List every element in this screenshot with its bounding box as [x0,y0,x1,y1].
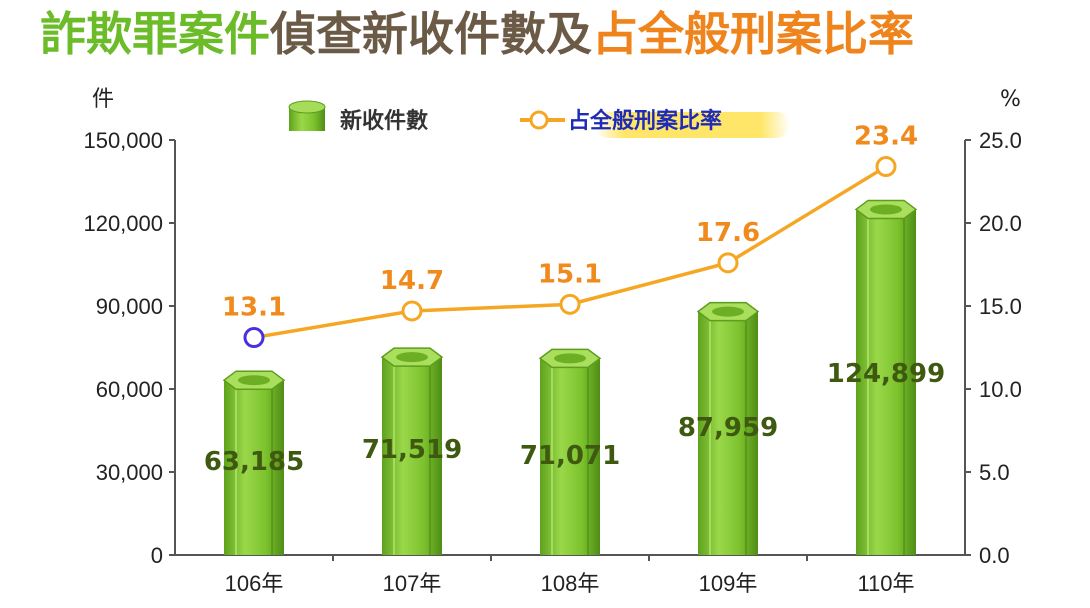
rate-value-label: 17.6 [696,218,760,248]
left-tick-label: 120,000 [83,211,163,236]
rate-point [875,156,897,178]
right-tick-label: 5.0 [979,460,1010,485]
right-tick-label: 0.0 [979,543,1010,568]
legend-bar-swatch [288,100,326,131]
rate-point [717,252,739,274]
rate-point [243,327,265,349]
bar-value-label: 71,519 [362,435,462,465]
x-tick-label: 109年 [699,571,758,596]
right-tick-label: 25.0 [979,128,1022,153]
bar [222,370,286,555]
right-tick-label: 20.0 [979,211,1022,236]
right-axis-unit: % [1000,87,1021,112]
left-tick-label: 30,000 [96,460,163,485]
x-tick-label: 106年 [225,571,284,596]
bar-value-label: 124,899 [827,359,945,389]
bar [538,348,602,555]
title-part-3: 占全般刑案比率 [592,7,914,61]
right-tick-label: 15.0 [979,294,1022,319]
rate-point [401,300,423,322]
x-tick-label: 108年 [541,571,600,596]
bar-value-label: 71,071 [520,441,620,471]
bar-value-label: 63,185 [204,447,304,477]
bar [696,301,760,555]
title-part-2: 偵查新收件數及 [269,7,592,61]
right-tick-label: 10.0 [979,377,1022,402]
left-tick-label: 150,000 [83,128,163,153]
legend: 新收件數 占全般刑案比率 [288,100,790,138]
bar-series [222,199,918,555]
rate-value-label: 23.4 [854,122,918,152]
data-labels: 63,185 71,519 71,071 87,959 124,899 13.1 14.7 1… [204,122,945,477]
rate-value-label: 14.7 [380,266,444,296]
legend-bar-label: 新收件數 [340,108,428,134]
x-axis-ticks: 106年 107年 108年 109年 110年 [225,555,915,596]
rate-value-label: 15.1 [538,259,602,289]
left-axis-unit: 件 [92,87,114,112]
bar [854,199,918,555]
rate-series [243,156,897,349]
rate-value-label: 13.1 [222,293,286,323]
chart-title: 詐欺罪案件偵查新收件數及占全般刑案比率 [40,7,914,61]
bar-value-label: 87,959 [678,413,778,443]
x-tick-label: 107年 [383,571,442,596]
right-axis-ticks: 0.0 5.0 10.0 15.0 20.0 25.0 [965,128,1022,568]
rate-point [559,293,581,315]
bar [380,347,444,555]
x-tick-label: 110年 [857,571,914,596]
legend-line-swatch [520,110,565,130]
legend-line-label: 占全般刑案比率 [568,108,722,134]
left-tick-label: 60,000 [96,377,163,402]
title-part-1: 詐欺罪案件 [40,7,270,61]
left-tick-label: 90,000 [96,294,163,319]
left-tick-label: 0 [151,543,163,568]
left-axis-ticks: 0 30,000 60,000 90,000 120,000 150,000 [83,128,175,568]
legend-highlight [595,112,790,138]
